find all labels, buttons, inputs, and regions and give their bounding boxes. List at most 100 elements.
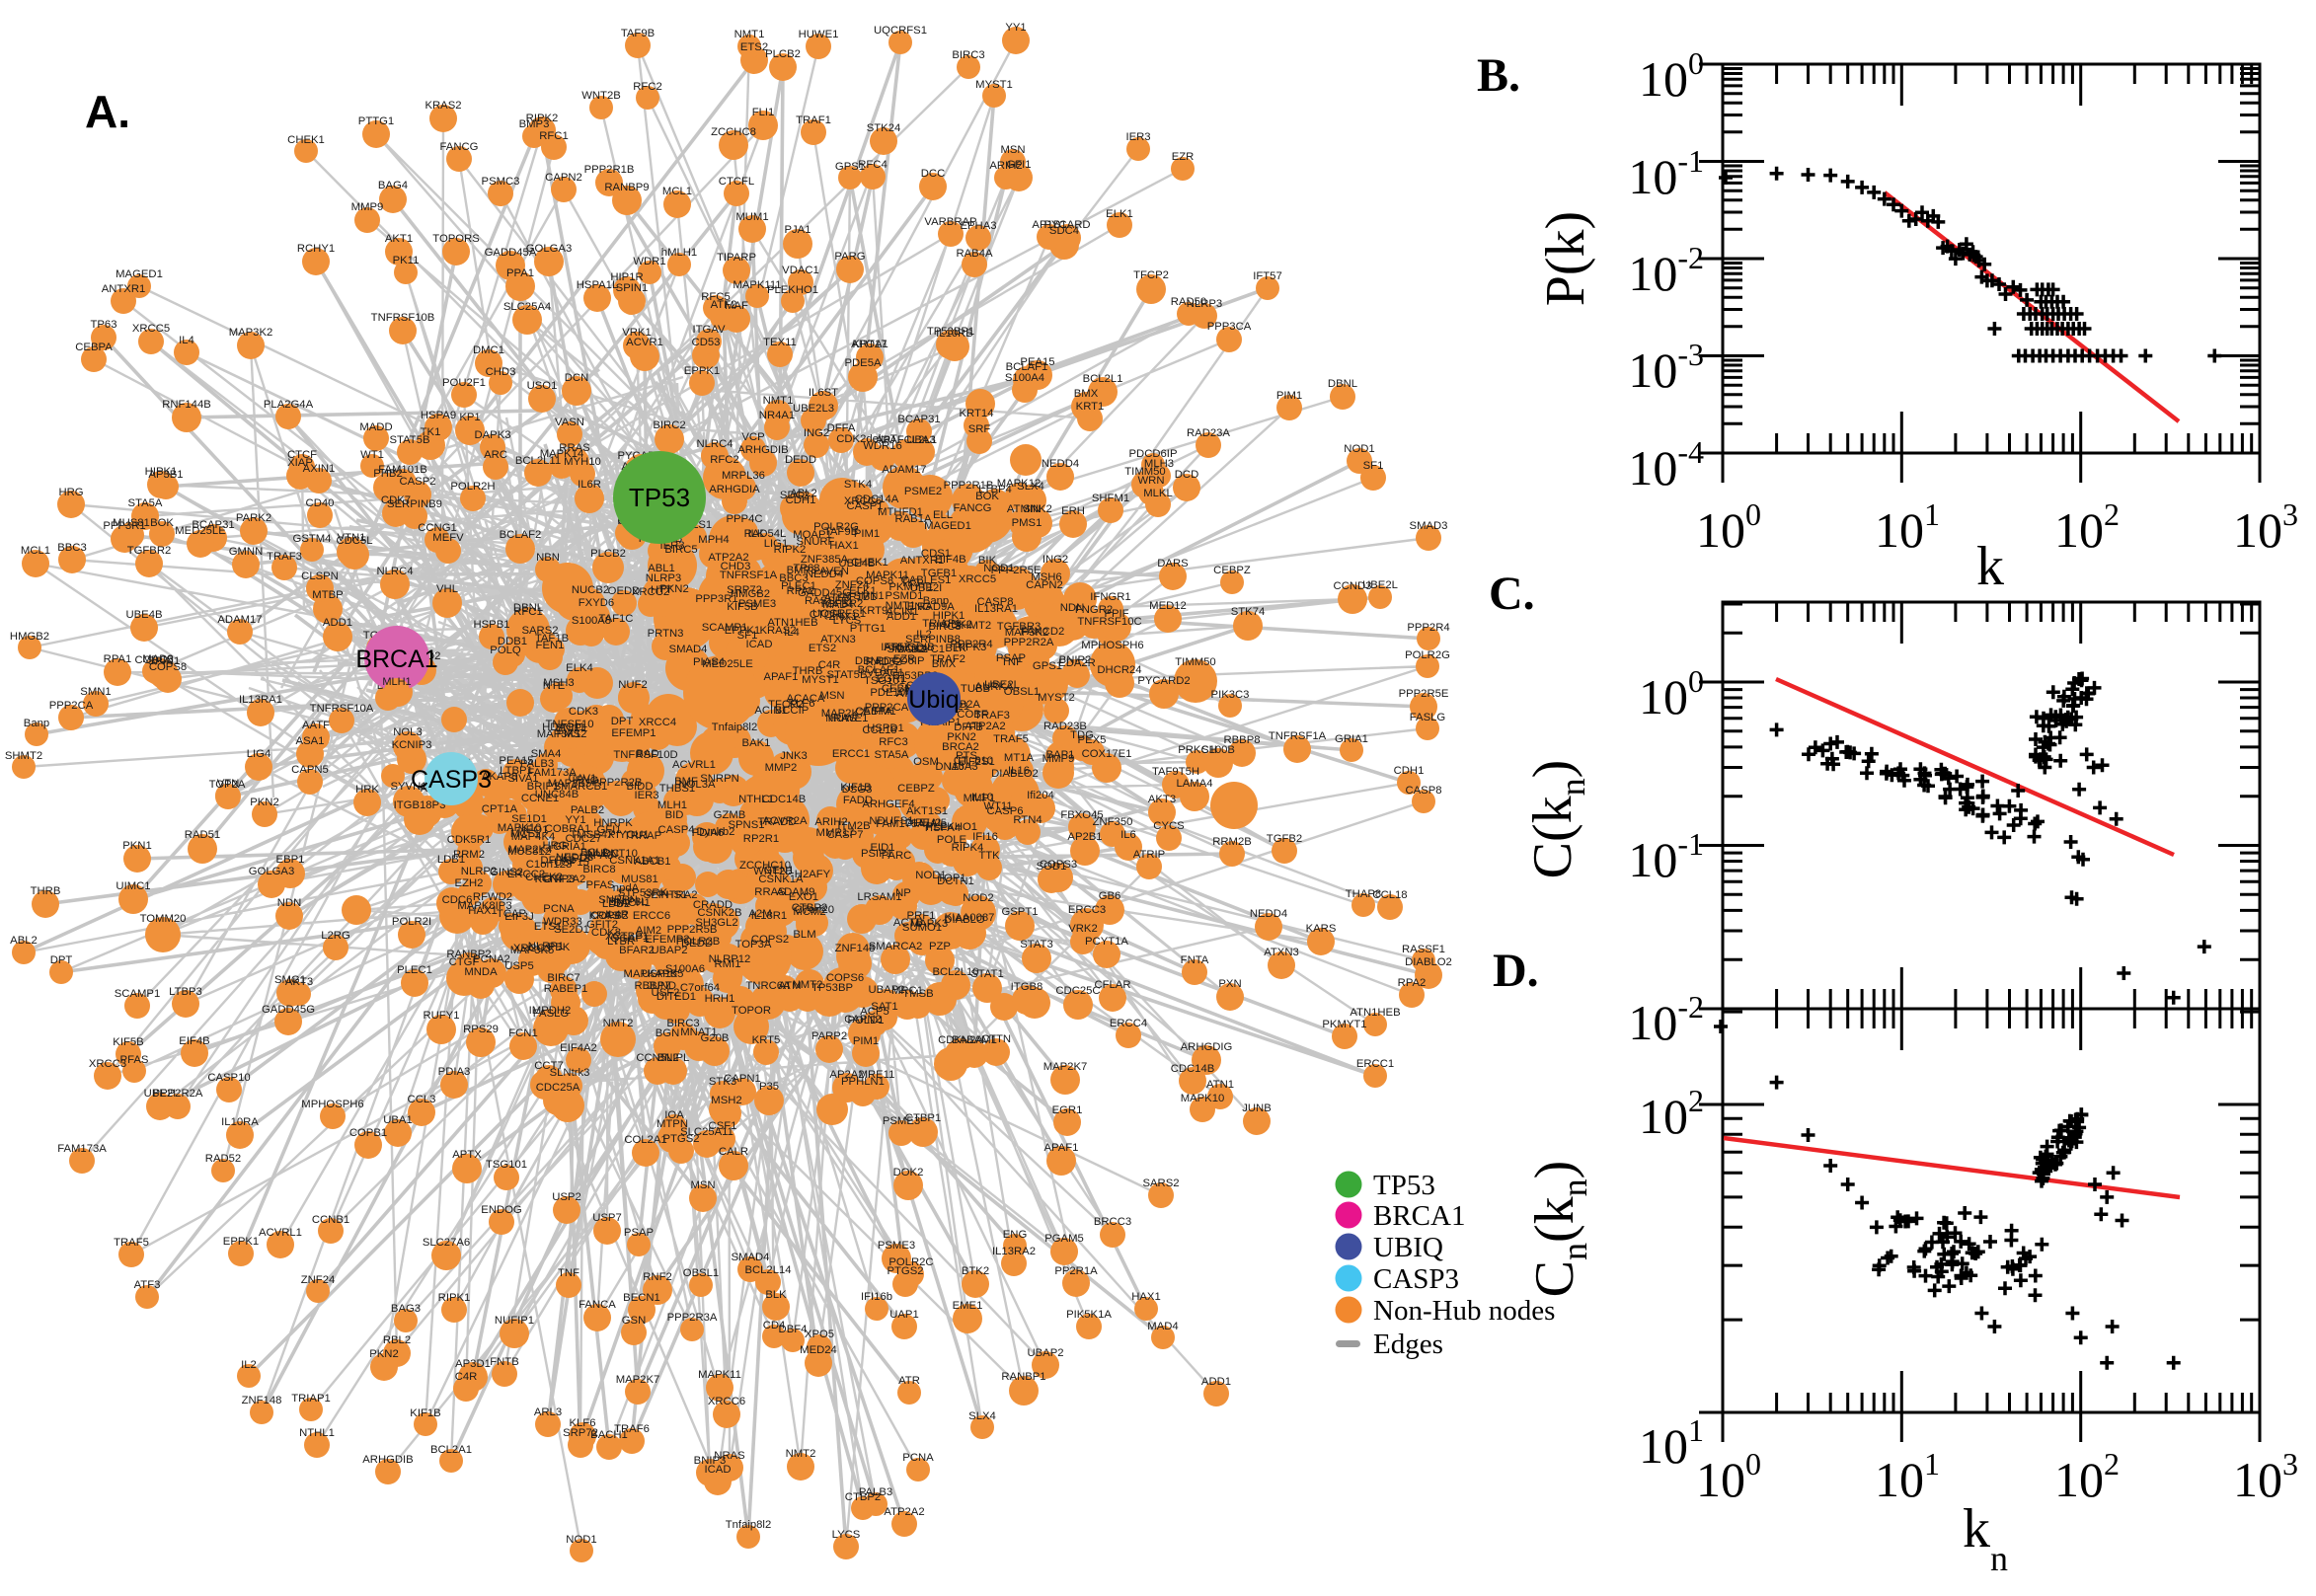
svg-text:CDKN2A: CDKN2A — [938, 1034, 983, 1046]
svg-text:POLR2G: POLR2G — [813, 521, 859, 533]
svg-text:DCN: DCN — [565, 372, 588, 384]
svg-text:KIF18: KIF18 — [561, 853, 590, 865]
svg-text:DLEU2: DLEU2 — [905, 817, 941, 829]
svg-text:ATN1: ATN1 — [1206, 1079, 1234, 1091]
svg-text:ARHGDIB: ARHGDIB — [362, 1454, 413, 1466]
svg-text:npdA: npdA — [613, 882, 640, 894]
svg-text:CAPN2: CAPN2 — [844, 1014, 882, 1026]
svg-text:Tnfaip8l2: Tnfaip8l2 — [712, 722, 757, 733]
svg-text:RRM2: RRM2 — [453, 849, 485, 861]
svg-text:BLK: BLK — [945, 643, 966, 654]
svg-text:S100A8: S100A8 — [572, 615, 611, 627]
svg-text:YY1: YY1 — [565, 814, 585, 826]
svg-text:MT1A: MT1A — [1004, 752, 1035, 764]
svg-text:PJA1: PJA1 — [784, 224, 811, 236]
svg-text:FEN1: FEN1 — [536, 640, 565, 651]
svg-text:IL10: IL10 — [971, 792, 993, 803]
svg-text:C(kn): C(kn) — [1522, 760, 1592, 879]
svg-text:B.: B. — [1477, 49, 1520, 102]
svg-text:HSPA9: HSPA9 — [421, 410, 456, 421]
svg-text:SLX4: SLX4 — [968, 1410, 996, 1422]
svg-text:MLH1: MLH1 — [657, 799, 687, 811]
svg-text:UBAP2: UBAP2 — [651, 945, 687, 956]
svg-text:SPNS1: SPNS1 — [728, 819, 764, 831]
svg-text:PZP: PZP — [929, 941, 951, 952]
svg-text:HRH1: HRH1 — [705, 993, 735, 1005]
svg-text:BBC3: BBC3 — [779, 572, 809, 584]
svg-text:TGFBR3: TGFBR3 — [997, 621, 1042, 633]
svg-text:COX17E1: COX17E1 — [1082, 748, 1132, 760]
svg-text:ZCCHC10: ZCCHC10 — [739, 860, 791, 872]
svg-text:SLC25A4: SLC25A4 — [503, 301, 551, 313]
svg-text:UQCRFS1: UQCRFS1 — [812, 608, 866, 620]
svg-text:IL18R1: IL18R1 — [751, 910, 787, 922]
svg-text:PPP2R2A: PPP2R2A — [1004, 637, 1054, 648]
svg-text:MMP1: MMP1 — [964, 793, 996, 804]
svg-text:KRT5: KRT5 — [752, 1034, 781, 1046]
svg-text:IER3: IER3 — [1125, 131, 1150, 143]
svg-text:EIF2S1: EIF2S1 — [958, 756, 995, 768]
svg-text:OBSL1: OBSL1 — [683, 1267, 719, 1279]
svg-text:VCP: VCP — [741, 431, 764, 443]
svg-text:ELK1: ELK1 — [849, 585, 877, 597]
svg-text:NOL3A: NOL3A — [678, 779, 716, 791]
svg-text:EPPK1: EPPK1 — [684, 365, 720, 377]
svg-text:BLK: BLK — [765, 1289, 787, 1301]
svg-text:RFC1: RFC1 — [513, 606, 543, 618]
svg-text:RAD52: RAD52 — [205, 1153, 241, 1165]
svg-text:PPP2CA: PPP2CA — [49, 700, 94, 712]
svg-text:CCNG1: CCNG1 — [418, 522, 457, 534]
svg-text:CCT7: CCT7 — [534, 1060, 564, 1072]
svg-text:MTBP: MTBP — [312, 589, 343, 601]
svg-text:RBBP8: RBBP8 — [1223, 734, 1260, 746]
svg-text:PXN: PXN — [1218, 978, 1241, 990]
svg-text:PDE10A: PDE10A — [870, 687, 913, 699]
svg-text:PGAM5: PGAM5 — [1044, 1233, 1084, 1245]
svg-text:NUF2: NUF2 — [618, 679, 648, 691]
svg-text:CASP4: CASP4 — [657, 824, 694, 836]
svg-text:KRAS2: KRAS2 — [425, 100, 461, 112]
svg-text:FANCA: FANCA — [579, 1299, 616, 1311]
svg-text:COPS3: COPS3 — [1040, 859, 1077, 871]
svg-text:PSAP: PSAP — [996, 652, 1026, 664]
svg-text:G20B: G20B — [701, 1032, 730, 1044]
svg-text:PPP2CA: PPP2CA — [865, 702, 909, 714]
svg-text:C4R: C4R — [455, 1371, 478, 1383]
svg-text:EDA2R: EDA2R — [1058, 657, 1096, 669]
svg-text:FASLG: FASLG — [533, 1008, 569, 1020]
svg-text:PRKCH: PRKCH — [1178, 744, 1217, 756]
svg-text:BBC3: BBC3 — [57, 542, 87, 554]
svg-text:NLRP3: NLRP3 — [646, 572, 681, 584]
svg-text:P35: P35 — [759, 1081, 779, 1093]
svg-text:NEO1: NEO1 — [518, 824, 549, 836]
svg-text:GZMB: GZMB — [714, 809, 746, 821]
svg-text:MSH2: MSH2 — [711, 1095, 741, 1106]
svg-text:EGR1: EGR1 — [877, 673, 907, 685]
svg-text:DFFA2: DFFA2 — [540, 855, 575, 867]
svg-text:ADAM9: ADAM9 — [777, 886, 815, 898]
svg-text:HTRA2: HTRA2 — [660, 889, 697, 901]
svg-text:PPP3R1: PPP3R1 — [695, 593, 737, 605]
svg-text:CDS1: CDS1 — [921, 548, 951, 560]
svg-text:BCLAF1: BCLAF1 — [858, 664, 900, 676]
svg-text:GOLGA3: GOLGA3 — [526, 243, 572, 255]
svg-text:MAP2K7: MAP2K7 — [821, 708, 866, 720]
svg-text:PPP2R4: PPP2R4 — [1407, 622, 1449, 634]
svg-text:SE2D1: SE2D1 — [554, 924, 589, 936]
svg-text:DOK2: DOK2 — [897, 644, 928, 655]
svg-text:PCNA2: PCNA2 — [473, 953, 510, 965]
svg-text:CTTN: CTTN — [981, 1033, 1011, 1045]
svg-text:UBE4B: UBE4B — [838, 558, 875, 570]
svg-text:CTCFL: CTCFL — [719, 176, 754, 188]
svg-text:CCNB1: CCNB1 — [312, 1214, 349, 1226]
svg-text:RIPK3: RIPK3 — [955, 642, 987, 653]
svg-text:MRC1: MRC1 — [891, 985, 923, 997]
svg-text:SMARCA2: SMARCA2 — [869, 941, 923, 952]
svg-text:TTK: TTK — [978, 850, 1000, 862]
svg-text:RANBP1: RANBP1 — [1001, 1371, 1045, 1383]
svg-text:BIDD: BIDD — [627, 781, 654, 793]
svg-text:MAD3: MAD3 — [142, 653, 173, 665]
svg-text:MNAT1: MNAT1 — [680, 1026, 717, 1038]
svg-text:C7orf20: C7orf20 — [795, 904, 834, 916]
svg-text:HUWE1: HUWE1 — [799, 29, 839, 40]
